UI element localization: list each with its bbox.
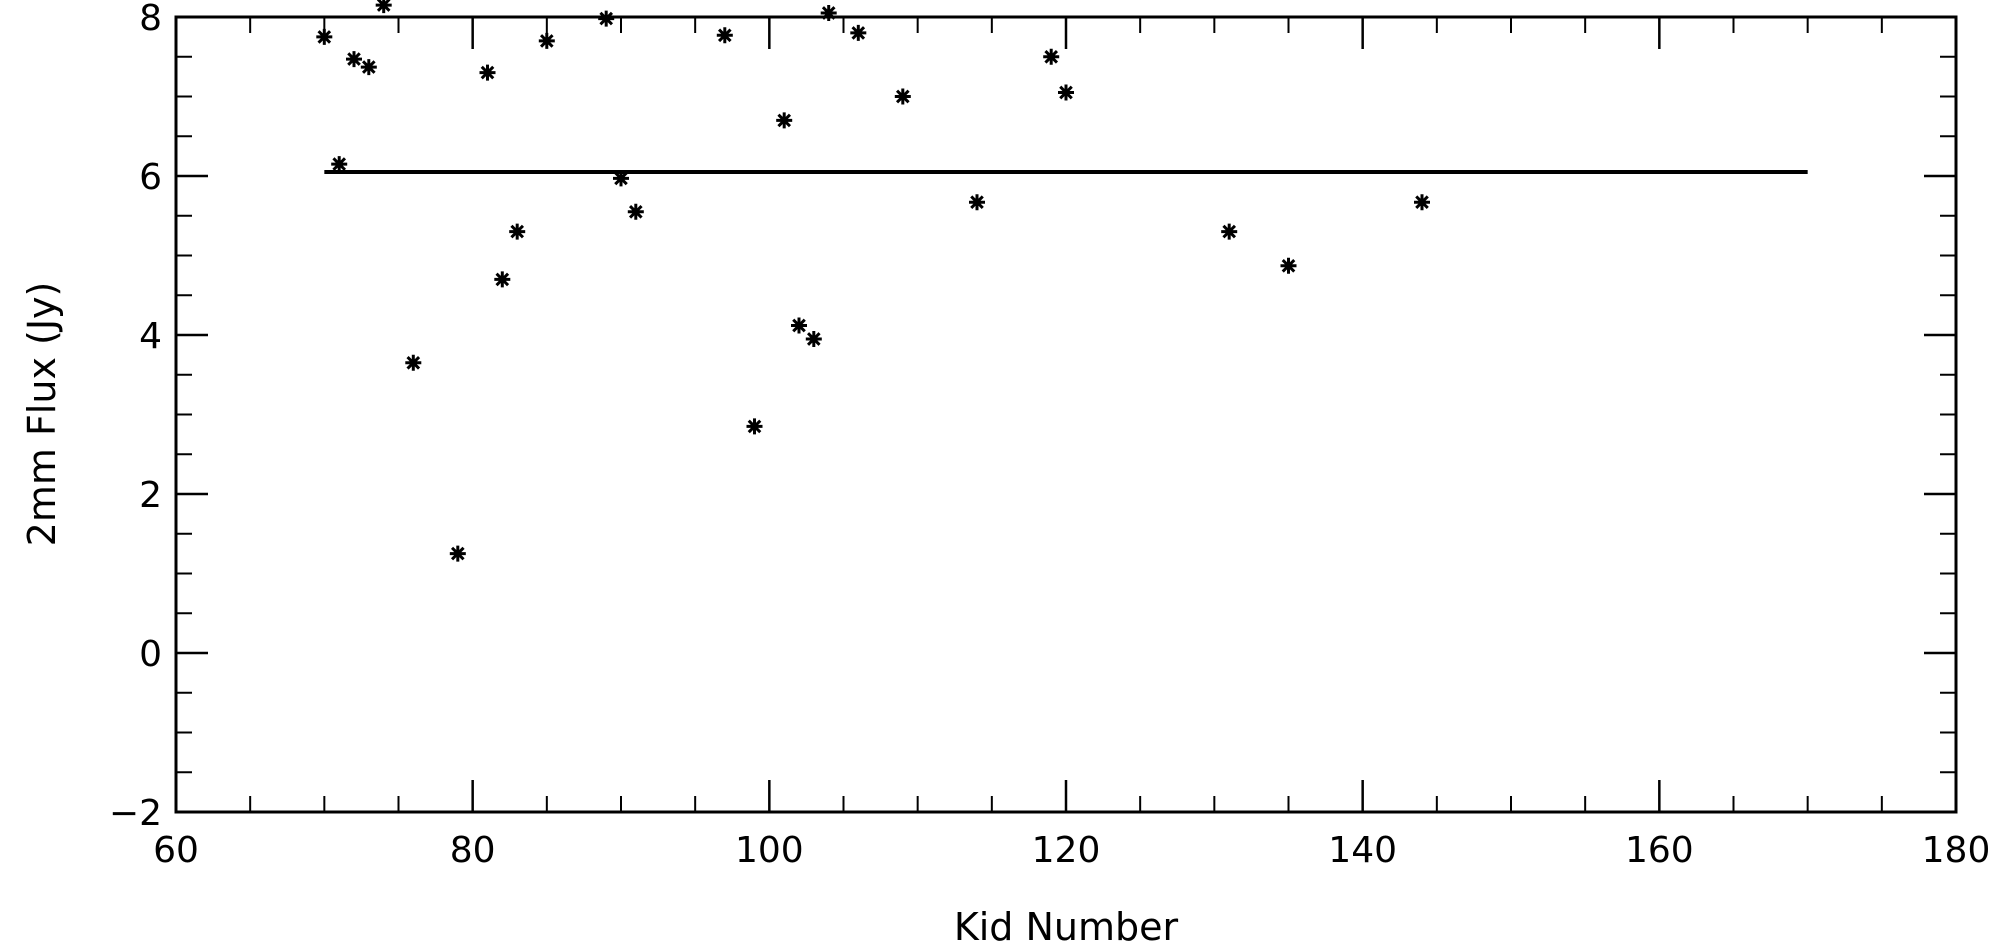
data-point — [746, 418, 763, 435]
x-tick-label: 60 — [153, 830, 199, 871]
data-point — [598, 10, 615, 27]
data-point — [1280, 257, 1297, 274]
y-tick-label: −2 — [109, 793, 162, 834]
data-point — [316, 28, 333, 45]
data-point — [805, 331, 822, 347]
x-tick-label: 140 — [1328, 830, 1397, 871]
y-tick-label: 6 — [139, 157, 162, 198]
minor-ticks — [176, 17, 1956, 812]
data-point — [1221, 223, 1238, 240]
data-point — [375, 0, 392, 14]
data-point — [820, 5, 837, 21]
x-tick-label: 100 — [735, 830, 804, 871]
y-tick-label: 0 — [139, 634, 162, 675]
data-points — [316, 0, 1430, 562]
x-axis-title: Kid Number — [954, 905, 1179, 949]
data-point — [613, 170, 629, 187]
data-point — [331, 156, 348, 173]
data-point — [894, 88, 911, 105]
plot-frame — [174, 15, 1958, 814]
x-tick-label: 180 — [1922, 830, 1991, 871]
data-point — [405, 354, 422, 371]
data-point — [850, 24, 867, 41]
data-point — [1414, 194, 1430, 211]
data-point — [538, 32, 555, 49]
data-point — [1043, 48, 1060, 65]
data-point — [479, 64, 496, 81]
major-ticks — [174, 15, 1958, 814]
data-point — [1058, 84, 1074, 101]
y-tick-labels: −2 0 2 4 6 8 — [109, 0, 162, 834]
x-tick-label: 160 — [1625, 830, 1694, 871]
data-point — [716, 27, 733, 44]
x-tick-labels: 60 80 100 120 140 160 180 — [153, 830, 1990, 871]
data-point — [449, 545, 466, 562]
y-tick-label: 2 — [139, 475, 162, 516]
data-point — [360, 59, 377, 76]
data-point — [346, 51, 362, 68]
data-point — [494, 271, 511, 288]
data-point — [776, 112, 793, 129]
y-axis-title: 2mm Flux (Jy) — [20, 282, 64, 547]
data-point — [627, 203, 644, 220]
y-tick-label: 8 — [139, 0, 162, 39]
data-point — [509, 223, 526, 240]
y-tick-label: 4 — [139, 316, 162, 357]
data-point — [791, 317, 807, 334]
data-point — [969, 194, 985, 211]
x-tick-label: 80 — [450, 830, 496, 871]
x-tick-label: 120 — [1032, 830, 1101, 871]
